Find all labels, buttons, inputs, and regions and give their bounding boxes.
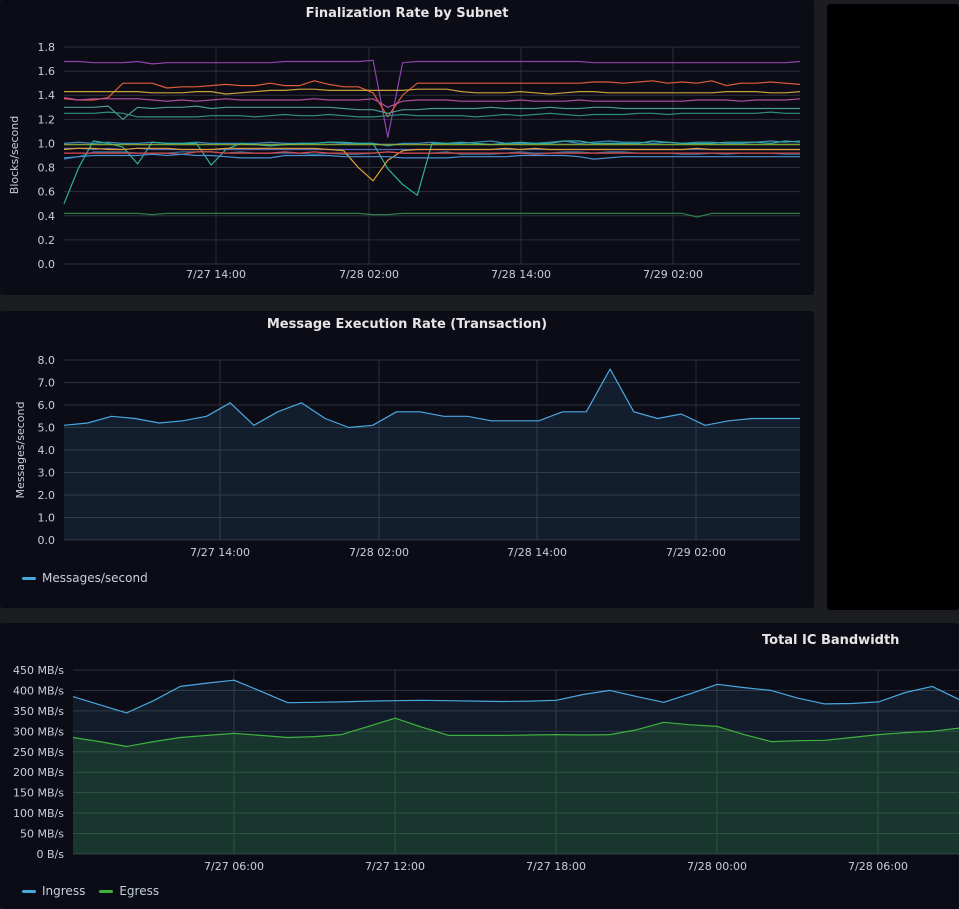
- series-line: [64, 111, 800, 118]
- x-tick-label: 7/29 02:00: [643, 268, 703, 281]
- legend-swatch: [22, 889, 36, 893]
- x-tick-label: 7/27 14:00: [190, 546, 250, 559]
- y-axis-label: Blocks/second: [8, 116, 21, 194]
- legend-label: Egress: [119, 884, 160, 898]
- x-tick-label: 7/29 02:00: [666, 546, 726, 559]
- finalization-rate-chart: 0.0 0.2 0.4 0.6 0.8 1.0 1.2 1.4 1.6 1.8 7/27 14:00…: [8, 41, 801, 281]
- y-tick-label: 50 MB/s: [20, 828, 64, 841]
- y-tick-label: 7.0: [38, 377, 56, 390]
- y-tick-label: 0.8: [38, 162, 56, 175]
- y-tick-label: 100 MB/s: [13, 807, 64, 820]
- bandwidth-panel: Total IC Bandwidth 0 B/s 50 MB/s 100 MB/s 1…: [0, 623, 959, 909]
- y-tick-label: 1.0: [38, 137, 56, 150]
- series-line: [72, 679, 959, 714]
- finalization-rate-panel: Finalization Rate by Subnet 0.0 0.2 0.4 0.6…: [0, 0, 814, 295]
- message-execution-chart: 0.0 1.0 2.0 3.0 4.0 5.0 6.0 7.0 8.0 7/27 14:00 7/2…: [14, 354, 800, 559]
- empty-panel: [827, 4, 959, 610]
- legend-item-egress[interactable]: Egress: [99, 884, 159, 898]
- y-tick-label: 5.0: [38, 422, 56, 435]
- legend-item-ingress[interactable]: Ingress: [22, 884, 85, 898]
- x-tick-label: 7/28 14:00: [491, 268, 551, 281]
- x-tick-label: 7/27 12:00: [365, 860, 425, 873]
- panel-title: Finalization Rate by Subnet: [305, 6, 509, 21]
- x-tick-label: 7/28 00:00: [687, 860, 747, 873]
- series-line: [64, 105, 800, 120]
- y-tick-label: 1.0: [38, 512, 56, 525]
- y-tick-label: 0.6: [38, 186, 56, 199]
- series-line: [63, 368, 800, 429]
- y-tick-label: 350 MB/s: [13, 705, 64, 718]
- series-area: [73, 718, 959, 854]
- series-line: [64, 151, 800, 155]
- legend-swatch: [99, 889, 114, 893]
- y-tick-label: 1.2: [38, 113, 56, 126]
- y-tick-label: 4.0: [38, 444, 56, 457]
- panel-title: Message Execution Rate (Transaction): [266, 317, 548, 332]
- x-tick-label: 7/28 02:00: [349, 546, 409, 559]
- series-line: [64, 88, 801, 95]
- series-line: [72, 717, 959, 748]
- y-tick-label: 400 MB/s: [13, 684, 64, 697]
- y-tick-label: 250 MB/s: [13, 746, 64, 759]
- legend-label: Messages/second: [42, 571, 148, 585]
- series-line: [63, 147, 800, 182]
- x-tick-label: 7/27 14:00: [186, 268, 246, 281]
- series-line: [64, 59, 801, 138]
- y-tick-label: 0.0: [38, 534, 56, 547]
- x-tick-label: 7/28 06:00: [848, 860, 908, 873]
- legend: Ingress Egress: [22, 884, 159, 898]
- y-tick-label: 0.2: [38, 234, 56, 247]
- y-tick-label: 1.8: [38, 41, 56, 54]
- y-tick-label: 1.6: [38, 65, 56, 78]
- y-tick-label: 0.4: [38, 210, 56, 223]
- legend-label: Ingress: [42, 884, 86, 898]
- y-tick-label: 3.0: [38, 467, 56, 480]
- series-line: [63, 140, 801, 204]
- x-tick-label: 7/28 14:00: [507, 546, 567, 559]
- series-line: [63, 97, 801, 108]
- y-tick-label: 2.0: [38, 489, 56, 502]
- legend-swatch: [22, 576, 36, 580]
- series-line: [63, 153, 800, 160]
- y-tick-label: 450 MB/s: [13, 664, 64, 677]
- x-tick-label: 7/27 06:00: [204, 860, 264, 873]
- message-execution-panel: Message Execution Rate (Transaction) 0.0…: [0, 311, 814, 608]
- x-tick-label: 7/27 18:00: [526, 860, 586, 873]
- y-tick-label: 300 MB/s: [13, 725, 64, 738]
- series-line: [63, 80, 801, 118]
- series-area: [64, 369, 800, 540]
- y-tick-label: 0 B/s: [37, 848, 65, 861]
- x-tick-label: 7/28 02:00: [339, 268, 399, 281]
- y-tick-label: 200 MB/s: [13, 766, 64, 779]
- legend: Messages/second: [22, 571, 148, 585]
- y-tick-label: 1.4: [38, 89, 56, 102]
- y-axis-label: Messages/second: [14, 402, 27, 499]
- y-tick-label: 0.0: [38, 258, 56, 271]
- y-tick-label: 8.0: [38, 354, 56, 367]
- legend-item-messages[interactable]: Messages/second: [22, 571, 148, 585]
- series-line: [64, 212, 800, 218]
- series-area: [73, 680, 959, 854]
- panel-title: Total IC Bandwidth: [762, 633, 900, 648]
- y-tick-label: 6.0: [38, 399, 56, 412]
- y-tick-label: 150 MB/s: [13, 787, 64, 800]
- bandwidth-chart: 0 B/s 50 MB/s 100 MB/s 150 MB/s 200 MB/s 250 …: [13, 664, 959, 873]
